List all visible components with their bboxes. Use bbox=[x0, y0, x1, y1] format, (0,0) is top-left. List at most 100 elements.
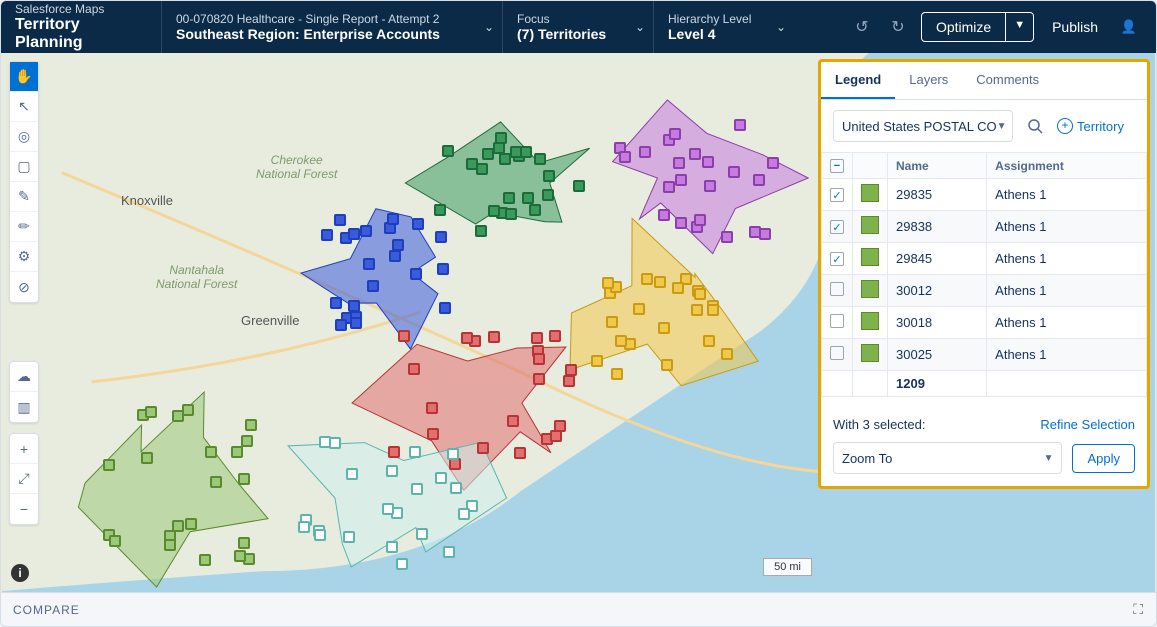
account-marker[interactable] bbox=[633, 303, 645, 315]
account-marker[interactable] bbox=[689, 148, 701, 160]
compare-button[interactable]: COMPARE bbox=[13, 603, 80, 617]
account-marker[interactable] bbox=[658, 209, 670, 221]
account-marker[interactable] bbox=[426, 402, 438, 414]
account-marker[interactable] bbox=[319, 436, 331, 448]
account-marker[interactable] bbox=[658, 322, 670, 334]
row-checkbox[interactable] bbox=[830, 252, 844, 266]
account-marker[interactable] bbox=[673, 157, 685, 169]
account-marker[interactable] bbox=[185, 518, 197, 530]
tool-button[interactable]: ✋ bbox=[10, 62, 38, 92]
account-marker[interactable] bbox=[533, 373, 545, 385]
account-marker[interactable] bbox=[343, 531, 355, 543]
account-marker[interactable] bbox=[675, 217, 687, 229]
account-marker[interactable] bbox=[694, 214, 706, 226]
tab-legend[interactable]: Legend bbox=[821, 62, 895, 99]
account-marker[interactable] bbox=[412, 218, 424, 230]
map-canvas[interactable]: CherokeeNational ForestNantahalaNational… bbox=[1, 53, 1156, 626]
tool-button[interactable]: ✏ bbox=[10, 212, 38, 242]
account-marker[interactable] bbox=[675, 174, 687, 186]
account-marker[interactable] bbox=[434, 204, 446, 216]
account-marker[interactable] bbox=[563, 375, 575, 387]
account-marker[interactable] bbox=[437, 263, 449, 275]
account-marker[interactable] bbox=[164, 539, 176, 551]
account-marker[interactable] bbox=[182, 404, 194, 416]
optimize-dropdown[interactable]: ▼ bbox=[1005, 13, 1033, 41]
account-marker[interactable] bbox=[488, 205, 500, 217]
account-marker[interactable] bbox=[435, 231, 447, 243]
account-marker[interactable] bbox=[238, 537, 250, 549]
account-marker[interactable] bbox=[493, 142, 505, 154]
account-marker[interactable] bbox=[707, 304, 719, 316]
account-marker[interactable] bbox=[234, 550, 246, 562]
account-marker[interactable] bbox=[550, 430, 562, 442]
account-marker[interactable] bbox=[533, 353, 545, 365]
hierarchy-selector[interactable]: Hierarchy Level Level 4 ⌄ bbox=[654, 1, 794, 53]
tool-button[interactable]: ▥ bbox=[10, 392, 38, 422]
account-marker[interactable] bbox=[475, 225, 487, 237]
account-marker[interactable] bbox=[702, 156, 714, 168]
territory-cyan[interactable] bbox=[261, 403, 521, 596]
account-marker[interactable] bbox=[367, 280, 379, 292]
geography-select[interactable]: United States POSTAL CO ▼ bbox=[833, 110, 1013, 142]
apply-button[interactable]: Apply bbox=[1072, 444, 1135, 473]
account-marker[interactable] bbox=[753, 174, 765, 186]
tool-button[interactable]: ⚙ bbox=[10, 242, 38, 272]
account-marker[interactable] bbox=[335, 319, 347, 331]
account-marker[interactable] bbox=[396, 558, 408, 570]
account-marker[interactable] bbox=[398, 330, 410, 342]
account-marker[interactable] bbox=[728, 166, 740, 178]
account-marker[interactable] bbox=[388, 446, 400, 458]
tool-button[interactable]: ⤢ bbox=[10, 464, 38, 494]
account-marker[interactable] bbox=[721, 348, 733, 360]
account-marker[interactable] bbox=[488, 331, 500, 343]
account-marker[interactable] bbox=[619, 151, 631, 163]
account-marker[interactable] bbox=[409, 446, 421, 458]
account-marker[interactable] bbox=[245, 419, 257, 431]
account-marker[interactable] bbox=[694, 288, 706, 300]
account-marker[interactable] bbox=[427, 428, 439, 440]
optimize-button[interactable]: Optimize bbox=[922, 13, 1005, 41]
add-territory-link[interactable]: + Territory bbox=[1057, 118, 1124, 134]
account-marker[interactable] bbox=[510, 146, 522, 158]
account-marker[interactable] bbox=[241, 435, 253, 447]
account-marker[interactable] bbox=[543, 170, 555, 182]
row-checkbox[interactable] bbox=[830, 188, 844, 202]
account-marker[interactable] bbox=[531, 332, 543, 344]
account-marker[interactable] bbox=[350, 317, 362, 329]
account-marker[interactable] bbox=[639, 146, 651, 158]
account-marker[interactable] bbox=[520, 146, 532, 158]
row-checkbox[interactable] bbox=[830, 282, 844, 296]
tool-button[interactable]: ☁ bbox=[10, 362, 38, 392]
account-marker[interactable] bbox=[703, 335, 715, 347]
account-marker[interactable] bbox=[346, 468, 358, 480]
account-marker[interactable] bbox=[565, 364, 577, 376]
tool-button[interactable]: ✎ bbox=[10, 182, 38, 212]
tool-button[interactable]: + bbox=[10, 434, 38, 464]
action-select[interactable]: Zoom To ▼ bbox=[833, 442, 1062, 474]
dataset-selector[interactable]: 00-070820 Healthcare - Single Report - A… bbox=[162, 1, 502, 53]
account-marker[interactable] bbox=[602, 277, 614, 289]
account-marker[interactable] bbox=[734, 119, 746, 131]
account-marker[interactable] bbox=[505, 208, 517, 220]
account-marker[interactable] bbox=[145, 406, 157, 418]
account-marker[interactable] bbox=[408, 363, 420, 375]
tab-layers[interactable]: Layers bbox=[895, 62, 962, 99]
account-marker[interactable] bbox=[238, 473, 250, 485]
table-row[interactable]: 29835Athens 1 bbox=[822, 179, 1147, 211]
account-marker[interactable] bbox=[529, 204, 541, 216]
account-marker[interactable] bbox=[386, 465, 398, 477]
account-marker[interactable] bbox=[767, 157, 779, 169]
account-marker[interactable] bbox=[749, 226, 761, 238]
table-row[interactable]: 30012Athens 1 bbox=[822, 275, 1147, 307]
refine-selection-link[interactable]: Refine Selection bbox=[1040, 417, 1135, 432]
account-marker[interactable] bbox=[721, 231, 733, 243]
account-marker[interactable] bbox=[466, 158, 478, 170]
search-icon[interactable] bbox=[1023, 114, 1047, 138]
account-marker[interactable] bbox=[534, 153, 546, 165]
account-marker[interactable] bbox=[439, 302, 451, 314]
account-marker[interactable] bbox=[641, 273, 653, 285]
select-all-checkbox[interactable] bbox=[830, 159, 844, 173]
tool-button[interactable]: ↖ bbox=[10, 92, 38, 122]
account-marker[interactable] bbox=[669, 128, 681, 140]
account-marker[interactable] bbox=[334, 214, 346, 226]
